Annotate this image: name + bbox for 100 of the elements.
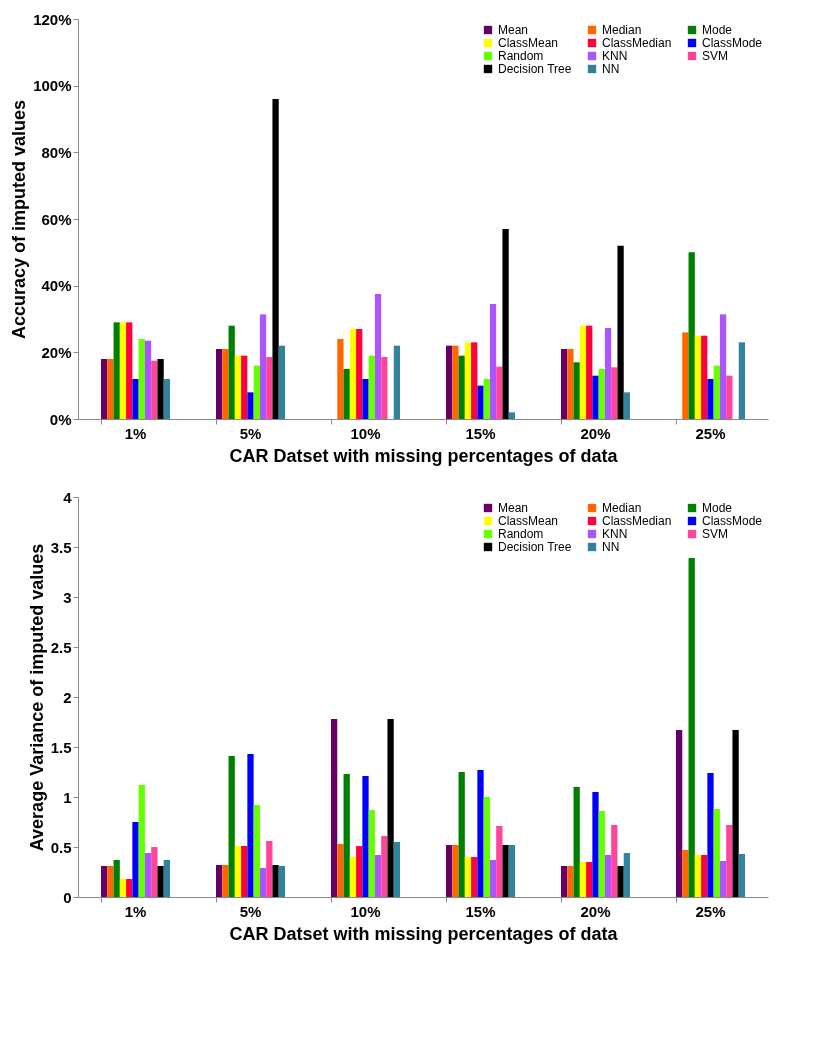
bar	[713, 365, 720, 419]
bar	[688, 558, 695, 897]
bar	[266, 841, 273, 897]
legend-label: Mean	[498, 23, 529, 37]
bar	[381, 836, 388, 897]
bar	[272, 865, 279, 897]
x-tick-label: 15%	[465, 424, 496, 442]
y-tick-label: 3.5	[50, 538, 72, 556]
bar	[617, 866, 624, 897]
bar	[573, 787, 580, 897]
x-tick-label: 1%	[124, 424, 147, 442]
bar	[446, 845, 453, 897]
y-tick-label: 0%	[49, 410, 72, 428]
bar	[374, 294, 382, 419]
bar	[719, 314, 727, 419]
bar	[113, 860, 120, 897]
bar	[477, 770, 484, 897]
bar	[579, 325, 587, 419]
bar	[349, 857, 357, 897]
bar	[701, 855, 708, 897]
bar	[343, 774, 350, 897]
bar	[163, 379, 170, 419]
bar	[477, 385, 484, 419]
legend-label: ClassMode	[702, 514, 763, 528]
bar	[101, 359, 108, 419]
bar	[272, 99, 279, 419]
x-axis-title: CAR Datset with missing percentages of data	[229, 445, 619, 466]
y-tick-label: 1.5	[50, 738, 72, 756]
bar	[368, 810, 375, 897]
y-tick-label: 3	[63, 588, 72, 606]
bar	[707, 773, 714, 897]
x-tick-label: 10%	[350, 902, 381, 920]
bar	[458, 772, 465, 897]
bar	[464, 857, 472, 897]
bar	[343, 369, 350, 419]
bar	[247, 754, 254, 897]
legend-label: Median	[602, 501, 642, 515]
bar	[107, 359, 114, 419]
bar	[458, 355, 465, 419]
bar	[119, 879, 127, 897]
y-tick-label: 40%	[41, 277, 72, 295]
legend-label: Median	[602, 23, 642, 37]
legend-label: SVM	[702, 527, 729, 541]
bar	[259, 868, 267, 897]
bar	[337, 844, 344, 897]
bar	[452, 345, 459, 419]
bar	[101, 866, 108, 897]
x-tick-label: 20%	[580, 424, 611, 442]
bar	[611, 367, 618, 419]
bar	[234, 846, 242, 897]
bar	[604, 328, 612, 419]
bar	[234, 355, 242, 419]
bar	[623, 392, 630, 419]
y-tick-label: 60%	[41, 210, 72, 228]
bar	[356, 329, 363, 419]
bar	[567, 866, 574, 897]
bar	[393, 345, 400, 419]
legend-label: ClassMedian	[602, 514, 672, 528]
legend-label: ClassMode	[702, 36, 763, 50]
bar	[222, 865, 229, 897]
bar	[701, 335, 708, 419]
bar	[567, 349, 574, 419]
bar	[368, 355, 375, 419]
bar	[732, 730, 739, 897]
bar	[337, 339, 344, 419]
x-tick-label: 20%	[580, 902, 611, 920]
x-tick-label: 5%	[239, 424, 262, 442]
bar	[381, 357, 388, 419]
bar	[132, 822, 139, 897]
bar	[247, 392, 254, 419]
bar	[471, 857, 478, 897]
legend-label: NN	[602, 540, 620, 554]
bar	[682, 332, 689, 419]
bar	[719, 861, 727, 897]
bar	[694, 335, 702, 419]
bar	[446, 345, 453, 419]
bar	[216, 349, 223, 419]
bar	[144, 853, 152, 897]
y-tick-label: 0.5	[50, 838, 72, 856]
legend-label: ClassMean	[498, 514, 559, 528]
bar	[362, 379, 369, 419]
legend-label: Random	[498, 49, 544, 63]
y-axis-title: Accuracy of imputed values	[9, 99, 30, 340]
bar	[157, 866, 164, 897]
bar	[138, 339, 145, 419]
bar	[726, 375, 733, 419]
legend-label: Decision Tree	[498, 540, 572, 554]
bar	[362, 776, 369, 897]
bar	[617, 245, 624, 419]
bar	[579, 862, 587, 897]
bar	[598, 811, 605, 897]
bar	[464, 342, 472, 419]
bar	[592, 792, 599, 897]
legend-label: KNN	[602, 527, 628, 541]
bar	[253, 365, 260, 419]
bar	[573, 362, 580, 419]
y-tick-label: 100%	[33, 77, 72, 95]
bar	[611, 825, 618, 897]
legend-label: Mode	[702, 23, 733, 37]
bar	[222, 349, 229, 419]
